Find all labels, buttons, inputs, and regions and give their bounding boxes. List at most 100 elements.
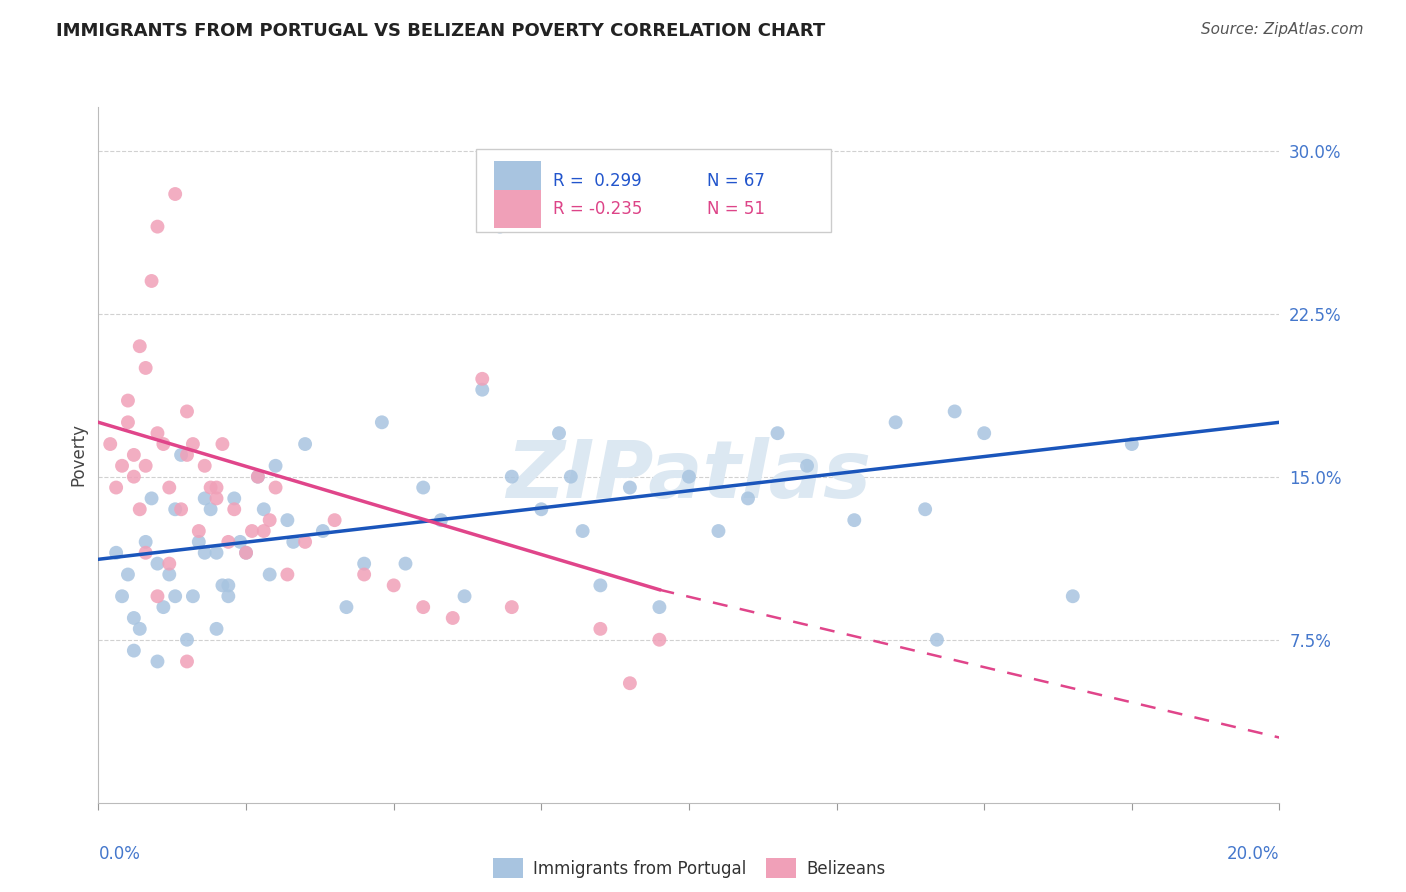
- Point: [276, 567, 298, 582]
- Point: [294, 437, 316, 451]
- Point: [224, 502, 246, 516]
- Point: [157, 481, 180, 495]
- Point: [181, 589, 204, 603]
- Point: [1062, 589, 1084, 603]
- Text: N = 51: N = 51: [707, 200, 765, 218]
- Point: [187, 535, 209, 549]
- Point: [453, 589, 475, 603]
- Point: [353, 567, 375, 582]
- Point: [737, 491, 759, 506]
- Point: [235, 546, 257, 560]
- Point: [146, 219, 169, 234]
- Point: [117, 415, 139, 429]
- Point: [914, 502, 936, 516]
- Point: [122, 448, 145, 462]
- Point: [205, 491, 228, 506]
- Text: Source: ZipAtlas.com: Source: ZipAtlas.com: [1201, 22, 1364, 37]
- Point: [925, 632, 948, 647]
- Point: [205, 622, 228, 636]
- Point: [589, 622, 612, 636]
- Point: [217, 589, 239, 603]
- Point: [157, 557, 180, 571]
- Point: [146, 589, 169, 603]
- Point: [146, 655, 169, 669]
- Point: [205, 481, 228, 495]
- Point: [283, 535, 305, 549]
- Point: [98, 437, 121, 451]
- Point: [200, 481, 222, 495]
- Point: [165, 502, 187, 516]
- Point: [111, 589, 134, 603]
- Point: [128, 622, 150, 636]
- Point: [205, 546, 228, 560]
- Text: IMMIGRANTS FROM PORTUGAL VS BELIZEAN POVERTY CORRELATION CHART: IMMIGRANTS FROM PORTUGAL VS BELIZEAN POV…: [56, 22, 825, 40]
- Point: [157, 567, 180, 582]
- Point: [619, 481, 641, 495]
- Text: 20.0%: 20.0%: [1227, 845, 1279, 863]
- Point: [111, 458, 134, 473]
- Point: [194, 491, 217, 506]
- Point: [240, 524, 263, 538]
- Point: [135, 360, 157, 375]
- Point: [187, 524, 209, 538]
- Point: [619, 676, 641, 690]
- Point: [135, 546, 157, 560]
- Point: [165, 187, 187, 202]
- Bar: [494, 190, 541, 228]
- Point: [211, 437, 233, 451]
- Point: [122, 611, 145, 625]
- Point: [489, 219, 512, 234]
- Point: [253, 502, 276, 516]
- Point: [170, 448, 193, 462]
- Point: [648, 632, 671, 647]
- Point: [122, 469, 145, 483]
- Point: [128, 502, 150, 516]
- Point: [441, 611, 464, 625]
- Point: [276, 513, 298, 527]
- Point: [335, 600, 357, 615]
- Point: [176, 404, 198, 418]
- Point: [117, 567, 139, 582]
- Point: [211, 578, 233, 592]
- Point: [973, 426, 995, 441]
- Text: R =  0.299: R = 0.299: [553, 171, 641, 189]
- Point: [501, 469, 523, 483]
- Point: [146, 557, 169, 571]
- Point: [224, 491, 246, 506]
- Point: [312, 524, 335, 538]
- Point: [135, 458, 157, 473]
- Point: [430, 513, 453, 527]
- Text: R = -0.235: R = -0.235: [553, 200, 643, 218]
- Point: [253, 524, 276, 538]
- Point: [796, 458, 818, 473]
- Point: [105, 481, 128, 495]
- Point: [176, 448, 198, 462]
- Point: [152, 437, 174, 451]
- Point: [141, 274, 163, 288]
- Point: [548, 426, 571, 441]
- Point: [707, 524, 730, 538]
- Point: [122, 643, 145, 657]
- Point: [844, 513, 866, 527]
- Point: [217, 578, 239, 592]
- Point: [229, 535, 252, 549]
- Point: [766, 426, 789, 441]
- Point: [264, 481, 287, 495]
- Point: [135, 535, 157, 549]
- Point: [235, 546, 257, 560]
- Point: [371, 415, 394, 429]
- Point: [165, 589, 187, 603]
- Point: [181, 437, 204, 451]
- Point: [117, 393, 139, 408]
- Point: [501, 600, 523, 615]
- Point: [678, 469, 700, 483]
- Point: [170, 502, 193, 516]
- Point: [194, 546, 217, 560]
- Point: [943, 404, 966, 418]
- Point: [194, 458, 217, 473]
- Point: [471, 383, 494, 397]
- Point: [294, 535, 316, 549]
- Point: [176, 632, 198, 647]
- Point: [200, 502, 222, 516]
- Point: [128, 339, 150, 353]
